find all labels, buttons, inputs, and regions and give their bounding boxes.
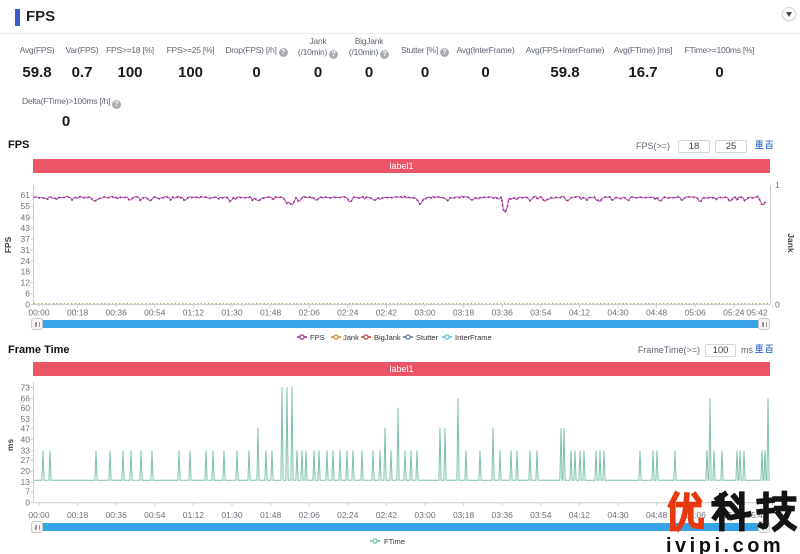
svg-text:Stutter: Stutter: [416, 333, 439, 342]
svg-text:01:12: 01:12: [183, 510, 205, 520]
svg-text:05:06: 05:06: [685, 308, 707, 318]
svg-text:0: 0: [775, 299, 780, 309]
svg-text:02:06: 02:06: [299, 510, 321, 520]
svg-text:04:48: 04:48: [646, 510, 668, 520]
svg-text:00:00: 00:00: [28, 308, 50, 318]
svg-text:04:12: 04:12: [569, 510, 591, 520]
svg-text:FTime: FTime: [384, 537, 405, 546]
svg-text:1: 1: [775, 180, 780, 190]
svg-text:03:36: 03:36: [492, 510, 514, 520]
svg-text:05:42: 05:42: [746, 308, 768, 318]
svg-text:0: 0: [25, 498, 30, 508]
svg-text:04:48: 04:48: [646, 308, 668, 318]
svg-text:00:18: 00:18: [67, 510, 89, 520]
svg-text:04:30: 04:30: [607, 510, 629, 520]
svg-text:02:06: 02:06: [299, 308, 321, 318]
svg-text:7: 7: [25, 487, 30, 497]
svg-text:49: 49: [21, 213, 31, 223]
svg-text:12: 12: [21, 278, 31, 288]
svg-text:03:54: 03:54: [530, 308, 552, 318]
svg-text:04:30: 04:30: [607, 308, 629, 318]
svg-text:04:12: 04:12: [569, 308, 591, 318]
svg-text:FPS: FPS: [3, 236, 13, 253]
svg-text:47: 47: [21, 423, 31, 433]
svg-text:00:18: 00:18: [67, 308, 89, 318]
svg-text:BigJank: BigJank: [374, 333, 401, 342]
svg-text:FPS: FPS: [310, 333, 325, 342]
svg-text:73: 73: [21, 382, 31, 392]
svg-text:27: 27: [21, 455, 31, 465]
svg-text:66: 66: [21, 393, 31, 403]
svg-text:00:36: 00:36: [106, 308, 128, 318]
svg-text:43: 43: [21, 223, 31, 233]
svg-text:05:42: 05:42: [746, 510, 768, 520]
svg-text:53: 53: [21, 414, 31, 424]
svg-text:40: 40: [21, 434, 31, 444]
svg-text:Jank: Jank: [786, 233, 796, 253]
svg-text:33: 33: [21, 445, 31, 455]
svg-text:03:54: 03:54: [530, 510, 552, 520]
svg-text:00:36: 00:36: [106, 510, 128, 520]
svg-text:03:18: 03:18: [453, 308, 475, 318]
svg-text:Jank: Jank: [343, 333, 359, 342]
svg-text:01:12: 01:12: [183, 308, 205, 318]
svg-text:05:24: 05:24: [723, 308, 745, 318]
svg-text:02:24: 02:24: [337, 510, 359, 520]
svg-text:55: 55: [21, 201, 31, 211]
svg-text:02:42: 02:42: [376, 308, 398, 318]
svg-text:00:00: 00:00: [28, 510, 50, 520]
svg-text:60: 60: [21, 403, 31, 413]
svg-text:03:18: 03:18: [453, 510, 475, 520]
svg-text:37: 37: [21, 234, 31, 244]
svg-text:18: 18: [21, 267, 31, 277]
svg-text:01:48: 01:48: [260, 308, 282, 318]
svg-text:ms: ms: [5, 439, 15, 452]
svg-text:61: 61: [21, 190, 31, 200]
svg-text:InterFrame: InterFrame: [455, 333, 492, 342]
svg-text:20: 20: [21, 466, 31, 476]
svg-text:01:30: 01:30: [221, 308, 243, 318]
svg-text:13: 13: [21, 477, 31, 487]
svg-text:0: 0: [25, 299, 30, 309]
svg-text:02:42: 02:42: [376, 510, 398, 520]
svg-text:03:36: 03:36: [492, 308, 514, 318]
svg-text:6: 6: [25, 289, 30, 299]
svg-text:02:24: 02:24: [337, 308, 359, 318]
svg-text:01:30: 01:30: [221, 510, 243, 520]
svg-text:00:54: 00:54: [144, 308, 166, 318]
svg-text:31: 31: [21, 245, 31, 255]
svg-text:00:54: 00:54: [144, 510, 166, 520]
svg-text:01:48: 01:48: [260, 510, 282, 520]
svg-text:05:06: 05:06: [685, 510, 707, 520]
svg-text:03:00: 03:00: [414, 308, 436, 318]
svg-text:03:00: 03:00: [414, 510, 436, 520]
svg-text:24: 24: [21, 256, 31, 266]
